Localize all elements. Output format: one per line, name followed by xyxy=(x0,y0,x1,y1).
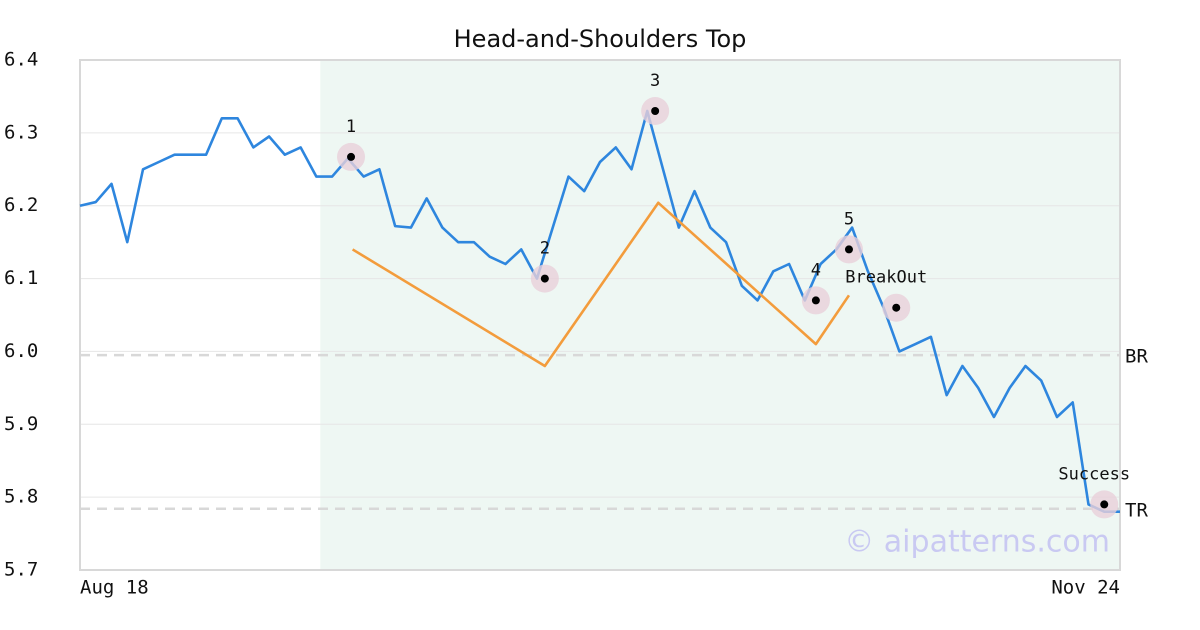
watermark: © aipatterns.com xyxy=(844,525,1110,560)
point-label: 3 xyxy=(650,71,660,91)
series-line xyxy=(351,201,851,368)
chart-title: Head-and-Shoulders Top xyxy=(454,25,747,53)
reference-label: TR xyxy=(1125,499,1148,521)
y-tick-label: 6.0 xyxy=(4,340,38,362)
x-tick-label: Nov 24 xyxy=(1051,577,1120,599)
point-dot xyxy=(844,245,853,254)
y-tick-label: 6.2 xyxy=(4,194,38,216)
reference-label: BR xyxy=(1125,346,1148,368)
x-tick-label: Aug 18 xyxy=(80,577,149,599)
point-label: BreakOut xyxy=(845,268,927,288)
point-dot xyxy=(347,152,356,161)
y-tick-label: 6.4 xyxy=(4,49,38,71)
y-tick-label: 6.3 xyxy=(4,121,38,143)
y-tick-label: 5.9 xyxy=(4,413,38,435)
point-label: 1 xyxy=(346,117,356,137)
pattern-region xyxy=(320,60,1120,570)
plot-frame xyxy=(79,59,1121,571)
point-dot xyxy=(811,296,820,305)
point-dot xyxy=(892,303,901,312)
point-dot xyxy=(651,107,660,115)
point-dot xyxy=(1100,500,1109,509)
y-tick-label: 5.8 xyxy=(4,486,38,508)
series-line xyxy=(79,109,1120,514)
point-dot xyxy=(540,274,549,283)
point-label: 5 xyxy=(844,209,854,229)
point-label: Success xyxy=(1058,464,1130,484)
y-tick-label: 6.1 xyxy=(4,267,38,289)
point-label: 4 xyxy=(811,260,821,280)
y-tick-label: 5.7 xyxy=(4,559,38,581)
point-label: 2 xyxy=(540,239,550,259)
